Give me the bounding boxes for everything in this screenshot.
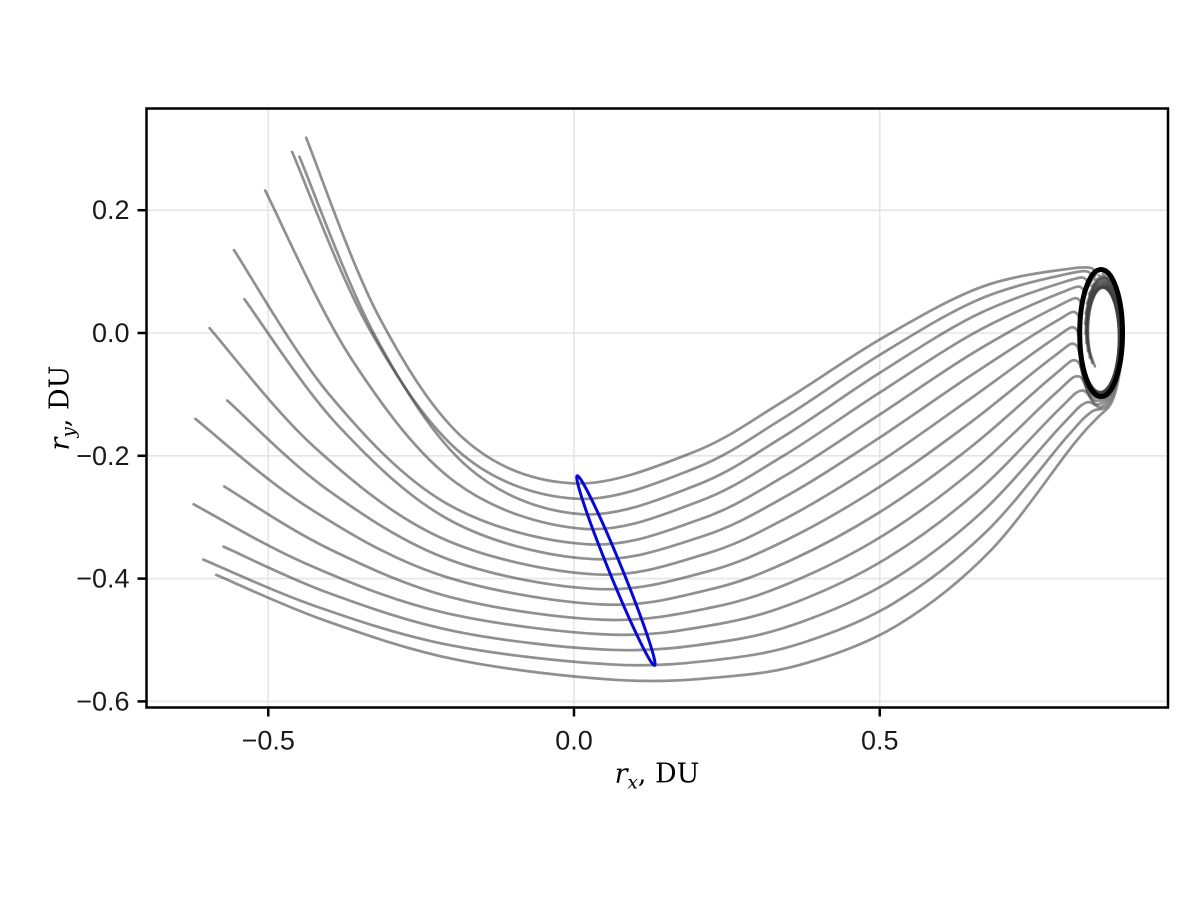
manifold-trajectory xyxy=(222,286,1122,652)
periodic-orbit-ellipse xyxy=(1077,266,1126,400)
x-axis-label: rx, DU xyxy=(615,758,700,793)
x-axis-label-var: r xyxy=(614,758,628,790)
manifold-trajectory xyxy=(304,136,1123,485)
y-tick-label: −0.2 xyxy=(76,441,129,471)
plot-frame xyxy=(145,107,1170,709)
manifold-trajectory xyxy=(222,284,1121,622)
manifold-trajectory xyxy=(243,280,1121,561)
x-axis-label-subscript: x xyxy=(627,772,638,794)
y-tick-label: 0.0 xyxy=(92,318,130,348)
x-tick-label: −0.5 xyxy=(242,726,295,756)
y-tick-label: 0.2 xyxy=(92,195,130,225)
x-tick-label: 0.0 xyxy=(555,726,593,756)
x-axis-label-unit: , DU xyxy=(637,758,700,790)
y-tick-label: −0.6 xyxy=(76,686,129,716)
blue-orbit-ellipse xyxy=(575,474,657,667)
y-axis-label-subscript: y xyxy=(58,427,80,438)
x-tick-label: 0.5 xyxy=(861,726,899,756)
y-axis-label-var: r xyxy=(44,437,76,451)
y-axis-label: ry, DU xyxy=(44,366,79,451)
y-tick-label: −0.4 xyxy=(76,564,129,594)
y-axis-label-unit: , DU xyxy=(44,365,76,428)
manifold-trajectory xyxy=(192,285,1121,637)
